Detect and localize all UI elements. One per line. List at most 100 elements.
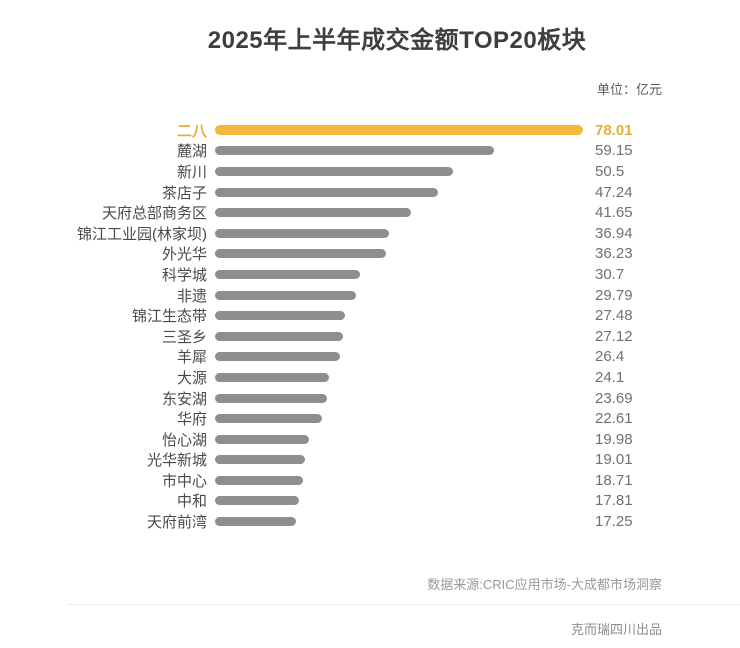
category-label: 麓湖 bbox=[176, 143, 207, 161]
bar-track bbox=[215, 290, 583, 300]
bar bbox=[215, 208, 412, 218]
bar-track bbox=[215, 372, 583, 382]
bar bbox=[215, 372, 329, 382]
publisher-credit: 克而瑞四川出品 bbox=[570, 622, 662, 637]
value-label: 17.25 bbox=[595, 513, 633, 531]
category-label: 怡心湖 bbox=[161, 431, 207, 449]
chart-row: 三圣乡 27.12 bbox=[32, 326, 740, 347]
chart-row: 茶店子 47.24 bbox=[32, 182, 740, 203]
bar bbox=[215, 331, 343, 341]
chart-row: 二八 78.01 bbox=[32, 120, 740, 141]
category-label: 大源 bbox=[176, 369, 207, 387]
category-label: 二八 bbox=[176, 122, 207, 140]
chart-row: 锦江工业园(林家坝) 36.94 bbox=[32, 223, 740, 244]
value-label: 78.01 bbox=[595, 121, 633, 139]
bar-track bbox=[215, 228, 583, 238]
chart-row: 天府前湾 17.25 bbox=[32, 511, 740, 532]
bar bbox=[215, 414, 322, 424]
bar bbox=[215, 311, 345, 321]
bar-track bbox=[215, 352, 583, 362]
category-label: 羊犀 bbox=[176, 349, 207, 367]
bar bbox=[215, 517, 297, 527]
value-label: 27.48 bbox=[595, 307, 633, 325]
bar bbox=[215, 187, 438, 197]
bar-track bbox=[215, 496, 583, 506]
chart-row: 非遗 29.79 bbox=[32, 285, 740, 306]
chart-row: 锦江生态带 27.48 bbox=[32, 305, 740, 326]
chart-row: 东安湖 23.69 bbox=[32, 388, 740, 409]
footer-divider bbox=[67, 604, 740, 605]
bar-track bbox=[215, 269, 583, 279]
bar-track bbox=[215, 125, 583, 136]
bar-track bbox=[215, 414, 583, 424]
category-label: 新川 bbox=[176, 163, 207, 181]
bar-track bbox=[215, 187, 583, 197]
bar-track bbox=[215, 434, 583, 444]
category-label: 中和 bbox=[176, 493, 207, 511]
value-label: 22.61 bbox=[595, 410, 633, 428]
category-label: 市中心 bbox=[161, 472, 207, 490]
bar bbox=[215, 496, 299, 506]
category-label: 外光华 bbox=[161, 246, 207, 264]
chart-row: 天府总部商务区 41.65 bbox=[32, 202, 740, 223]
value-label: 19.01 bbox=[595, 451, 633, 469]
bar-track bbox=[215, 455, 583, 465]
category-label: 锦江生态带 bbox=[131, 308, 207, 326]
bar bbox=[215, 455, 305, 465]
bar bbox=[215, 290, 356, 300]
bar bbox=[215, 125, 583, 136]
data-source-note: 数据来源:CRIC应用市场-大成都市场洞察 bbox=[427, 577, 662, 592]
category-label: 光华新城 bbox=[146, 452, 207, 470]
bar-track bbox=[215, 331, 583, 341]
category-label: 三圣乡 bbox=[161, 328, 207, 346]
chart-row: 怡心湖 19.98 bbox=[32, 429, 740, 450]
value-label: 50.5 bbox=[595, 162, 625, 180]
chart-title: 2025年上半年成交金额TOP20板块 bbox=[207, 27, 587, 54]
chart-row: 外光华 36.23 bbox=[32, 244, 740, 265]
category-label: 天府总部商务区 bbox=[101, 205, 207, 223]
category-label: 华府 bbox=[176, 411, 207, 429]
category-label: 锦江工业园(林家坝) bbox=[77, 225, 207, 243]
bar bbox=[215, 352, 340, 362]
chart-row: 大源 24.1 bbox=[32, 367, 740, 388]
bar-track bbox=[215, 311, 583, 321]
bar-track bbox=[215, 166, 583, 176]
category-label: 天府前湾 bbox=[146, 514, 207, 532]
value-label: 23.69 bbox=[595, 389, 633, 407]
chart-row: 科学城 30.7 bbox=[32, 264, 740, 285]
bar-track bbox=[215, 517, 583, 527]
value-label: 29.79 bbox=[595, 286, 633, 304]
chart-row: 中和 17.81 bbox=[32, 491, 740, 512]
value-label: 26.4 bbox=[595, 348, 625, 366]
unit-label: 单位：亿元 bbox=[596, 82, 662, 97]
value-label: 36.23 bbox=[595, 245, 633, 263]
value-label: 47.24 bbox=[595, 183, 633, 201]
value-label: 19.98 bbox=[595, 430, 633, 448]
chart-row: 市中心 18.71 bbox=[32, 470, 740, 491]
category-label: 茶店子 bbox=[161, 184, 207, 202]
value-label: 27.12 bbox=[595, 327, 633, 345]
chart-row: 光华新城 19.01 bbox=[32, 450, 740, 471]
value-label: 24.1 bbox=[595, 368, 625, 386]
bar bbox=[215, 475, 304, 485]
category-label: 非遗 bbox=[176, 287, 207, 305]
bar-track bbox=[215, 146, 583, 156]
category-label: 东安湖 bbox=[161, 390, 207, 408]
bar-chart: 二八 78.01 麓湖 59.15 新川 50.5 茶店子 47.24 天府总部商务区 41.65… bbox=[0, 120, 740, 532]
chart-row: 麓湖 59.15 bbox=[32, 141, 740, 162]
value-label: 30.7 bbox=[595, 265, 625, 283]
bar bbox=[215, 269, 360, 279]
value-label: 59.15 bbox=[595, 142, 633, 160]
chart-row: 新川 50.5 bbox=[32, 161, 740, 182]
bar-track bbox=[215, 208, 583, 218]
bar bbox=[215, 228, 390, 238]
value-label: 36.94 bbox=[595, 224, 633, 242]
bar-track bbox=[215, 475, 583, 485]
bar bbox=[215, 393, 327, 403]
value-label: 17.81 bbox=[595, 492, 633, 510]
chart-row: 华府 22.61 bbox=[32, 408, 740, 429]
bar bbox=[215, 146, 495, 156]
bar-track bbox=[215, 393, 583, 403]
bar bbox=[215, 166, 454, 176]
